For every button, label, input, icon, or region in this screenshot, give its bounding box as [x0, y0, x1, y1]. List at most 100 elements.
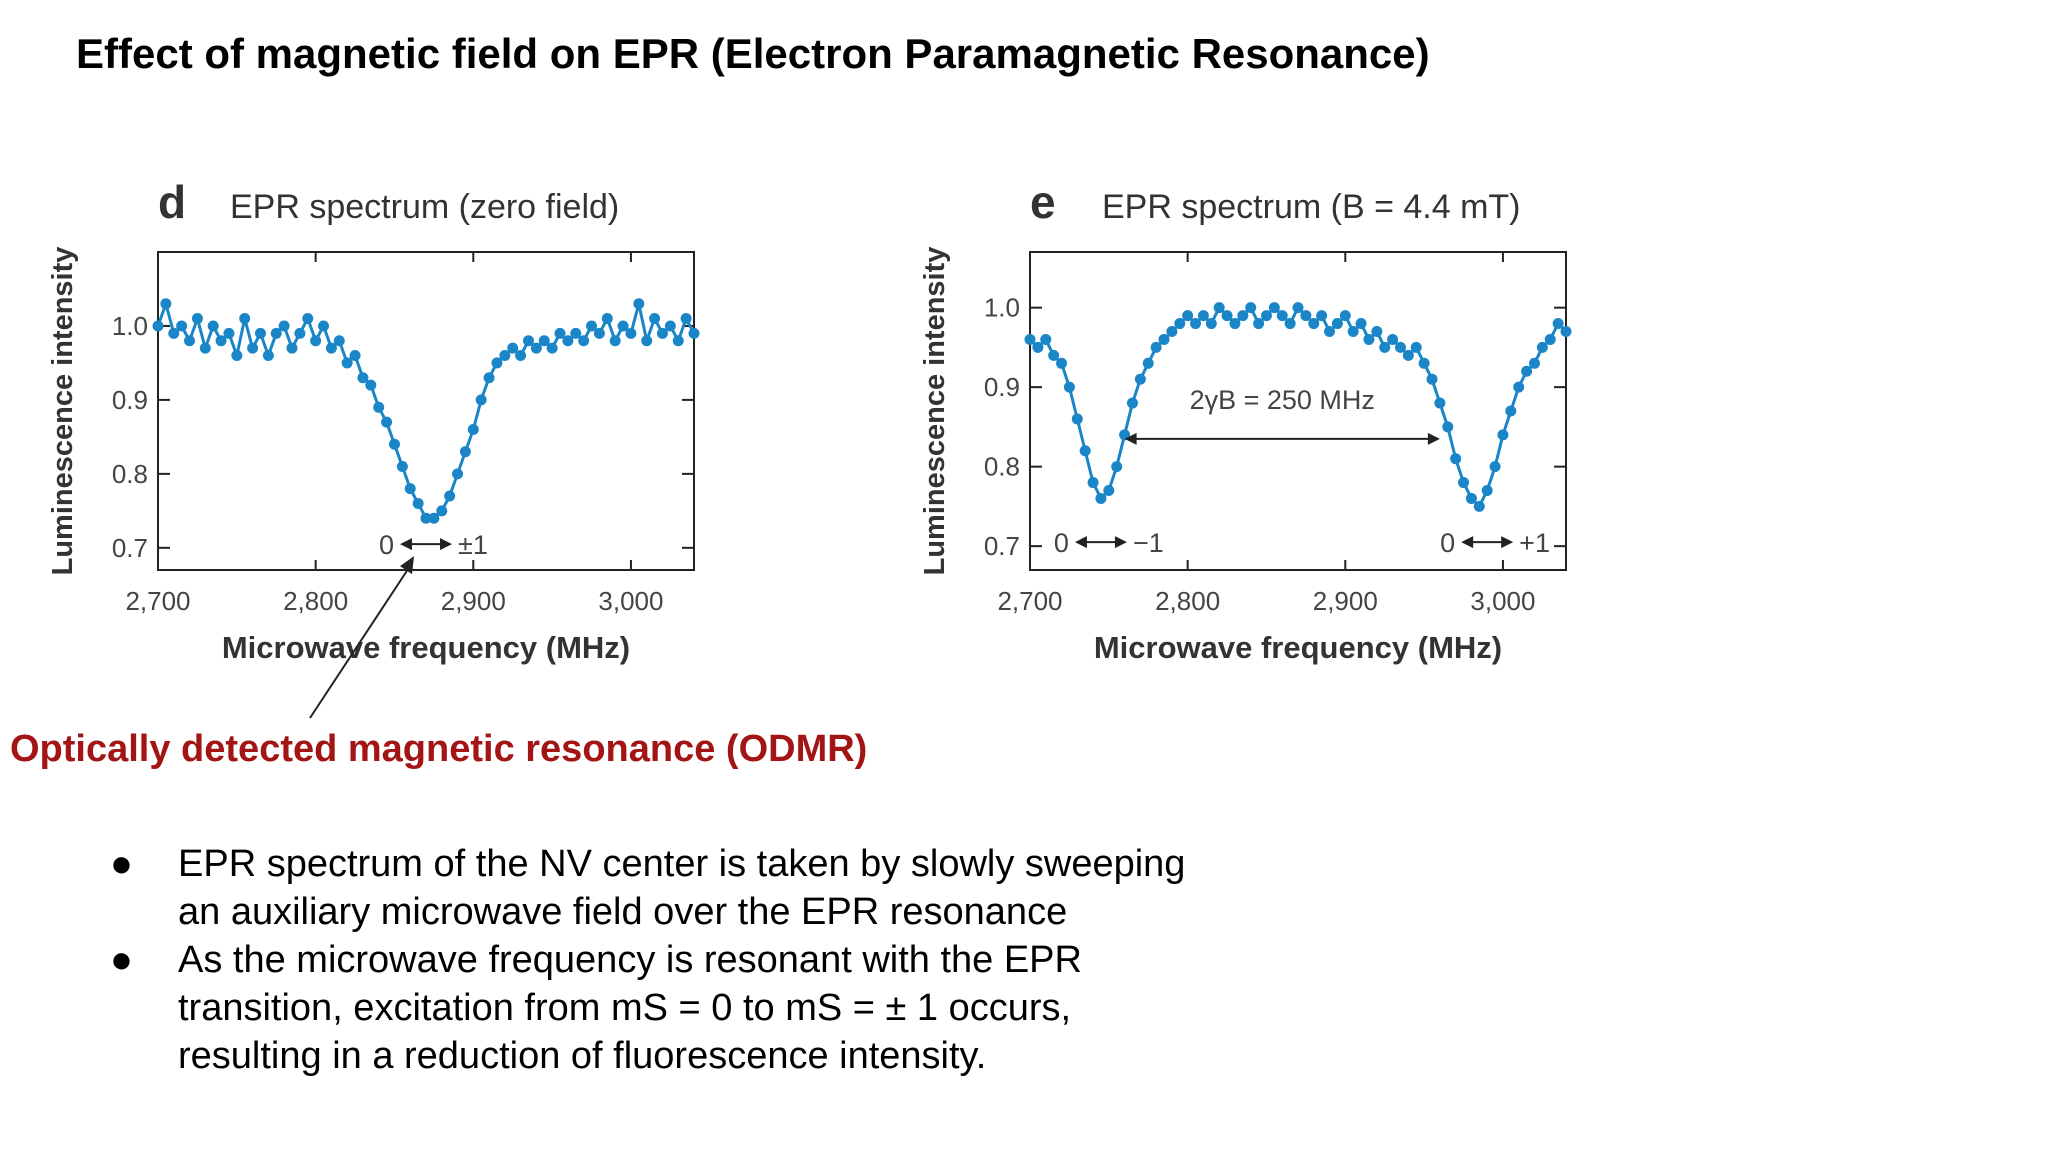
data-point — [381, 416, 393, 428]
data-point — [1434, 397, 1446, 409]
data-point — [1331, 318, 1343, 330]
data-point — [152, 320, 164, 332]
x-tick-label: 2,700 — [125, 586, 190, 616]
data-point — [191, 313, 203, 325]
panel-letter: e — [1030, 176, 1056, 228]
data-point — [1300, 310, 1312, 322]
data-point — [586, 320, 598, 332]
data-point — [396, 460, 408, 472]
data-point — [444, 490, 456, 502]
data-point — [562, 335, 574, 347]
data-point — [262, 350, 274, 362]
data-point — [609, 335, 621, 347]
data-point — [1063, 381, 1075, 393]
transition-arrow-head-right — [1114, 536, 1127, 549]
data-point — [452, 468, 464, 480]
transition-label-left: 0 — [1054, 528, 1069, 558]
data-point — [215, 335, 227, 347]
chart-title: EPR spectrum (B = 4.4 mT) — [1102, 188, 1521, 226]
data-point — [1489, 461, 1501, 473]
x-tick-label: 2,800 — [283, 586, 348, 616]
data-point — [1292, 302, 1304, 314]
x-tick-label: 2,900 — [1313, 586, 1378, 616]
data-point — [207, 320, 219, 332]
data-point — [522, 335, 534, 347]
data-point — [617, 320, 629, 332]
data-point — [1111, 461, 1123, 473]
data-point — [420, 512, 432, 524]
data-point — [412, 497, 424, 509]
data-point — [294, 327, 306, 339]
transition-label-left: 0 — [379, 530, 394, 560]
data-point — [1465, 492, 1477, 504]
data-point — [325, 342, 337, 354]
bullet-text: EPR spectrum of the NV center is taken b… — [178, 843, 1186, 933]
data-point — [1379, 341, 1391, 353]
data-point — [199, 342, 211, 354]
y-tick-label: 0.8 — [112, 459, 148, 489]
data-point — [1536, 341, 1548, 353]
y-tick-label: 0.8 — [984, 452, 1020, 482]
data-point — [341, 357, 353, 369]
data-point — [436, 505, 448, 517]
data-point — [1347, 326, 1359, 337]
data-point — [530, 342, 542, 354]
data-point — [672, 335, 684, 347]
data-point — [1402, 349, 1414, 361]
data-point — [633, 298, 645, 310]
data-point — [1544, 333, 1556, 345]
data-point — [1497, 429, 1509, 441]
transition-label-right: +1 — [1519, 528, 1550, 558]
data-point — [491, 357, 503, 369]
data-point — [1324, 326, 1336, 337]
data-point — [388, 438, 400, 450]
data-point — [1394, 341, 1406, 353]
data-point — [515, 350, 527, 362]
y-tick-label: 1.0 — [984, 293, 1020, 323]
data-point — [373, 401, 385, 413]
data-point — [656, 327, 668, 339]
y-axis-label: Luminescence intensity — [47, 247, 79, 576]
data-point — [1024, 333, 1036, 345]
data-point — [1560, 326, 1572, 337]
data-point — [688, 327, 700, 339]
data-point — [184, 335, 196, 347]
data-point — [1087, 477, 1099, 489]
splitting-arrow-head-left — [1124, 432, 1137, 445]
y-tick-label: 0.9 — [112, 385, 148, 415]
data-point — [231, 350, 243, 362]
data-point — [1158, 333, 1170, 345]
bullet-item: ● EPR spectrum of the NV center is taken … — [110, 840, 1210, 936]
data-point — [601, 313, 613, 325]
transition-arrow-head-right — [1501, 536, 1514, 549]
data-point — [1174, 318, 1186, 330]
data-point — [1552, 318, 1564, 330]
data-point — [483, 372, 495, 384]
data-point — [459, 446, 471, 458]
x-tick-label: 2,800 — [1155, 586, 1220, 616]
data-point — [428, 512, 440, 524]
data-point — [1103, 485, 1115, 496]
data-point — [1355, 318, 1367, 330]
data-point — [333, 335, 345, 347]
data-point — [1126, 397, 1138, 409]
splitting-arrow-head-right — [1427, 432, 1440, 445]
data-point — [310, 335, 322, 347]
data-point — [1410, 341, 1422, 353]
data-point — [1229, 318, 1241, 330]
bullet-dot-icon: ● — [110, 843, 133, 885]
data-point — [1426, 373, 1438, 385]
data-point — [1308, 318, 1320, 330]
data-point — [538, 335, 550, 347]
plot-frame — [157, 251, 695, 571]
data-point — [1450, 453, 1462, 465]
transition-label-right: −1 — [1133, 528, 1164, 558]
data-point — [168, 327, 180, 339]
data-point — [1442, 421, 1454, 433]
odmr-callout: Optically detected magnetic resonance (O… — [10, 728, 868, 770]
y-axis-label: Luminescence intensity — [919, 247, 951, 576]
data-point — [349, 350, 361, 362]
data-point — [578, 335, 590, 347]
data-point — [1371, 326, 1383, 337]
data-point — [499, 350, 511, 362]
